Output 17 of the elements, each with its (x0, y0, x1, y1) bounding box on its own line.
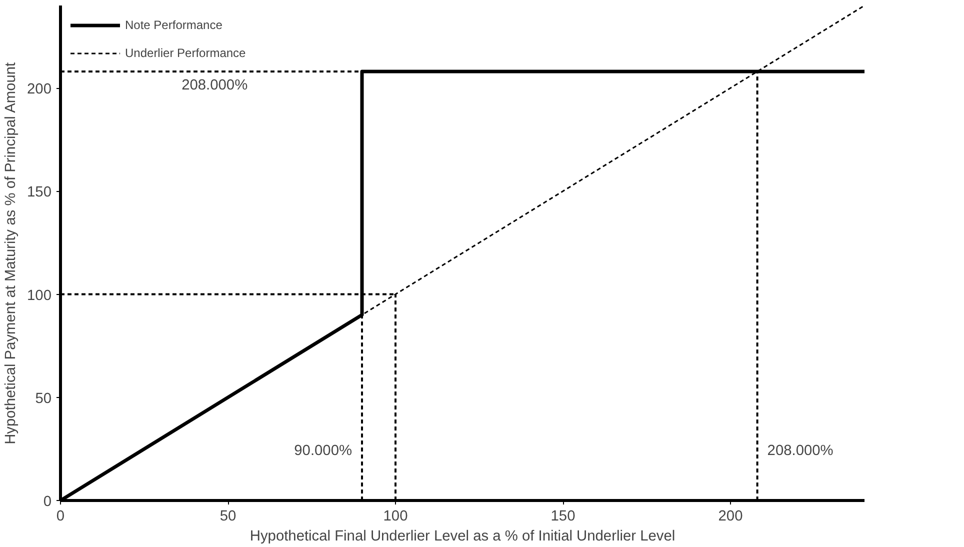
x-tick-label: 0 (56, 508, 65, 524)
y-tick-label: 0 (43, 494, 52, 510)
x-tick-label: 200 (718, 508, 743, 524)
y-tick-label: 50 (35, 390, 52, 407)
annotation: 208.000% (182, 78, 248, 94)
y-axis-title: Hypothetical Payment at Maturity as % of Principal Amount (3, 62, 20, 444)
y-tick-label: 200 (27, 82, 52, 98)
x-tick-label: 50 (220, 508, 236, 524)
annotation: 90.000% (294, 443, 352, 459)
x-tick-label: 100 (383, 508, 408, 524)
y-tick-label: 150 (27, 184, 52, 201)
annotation: 208.000% (767, 443, 834, 459)
x-axis-title: Hypothetical Final Underlier Level as a % of Initial Underlier Level (250, 528, 676, 544)
legend-label: Underlier Performance (125, 46, 246, 60)
legend-label: Note Performance (125, 18, 222, 32)
x-tick-label: 150 (550, 508, 576, 524)
y-tick-label: 100 (27, 288, 52, 304)
